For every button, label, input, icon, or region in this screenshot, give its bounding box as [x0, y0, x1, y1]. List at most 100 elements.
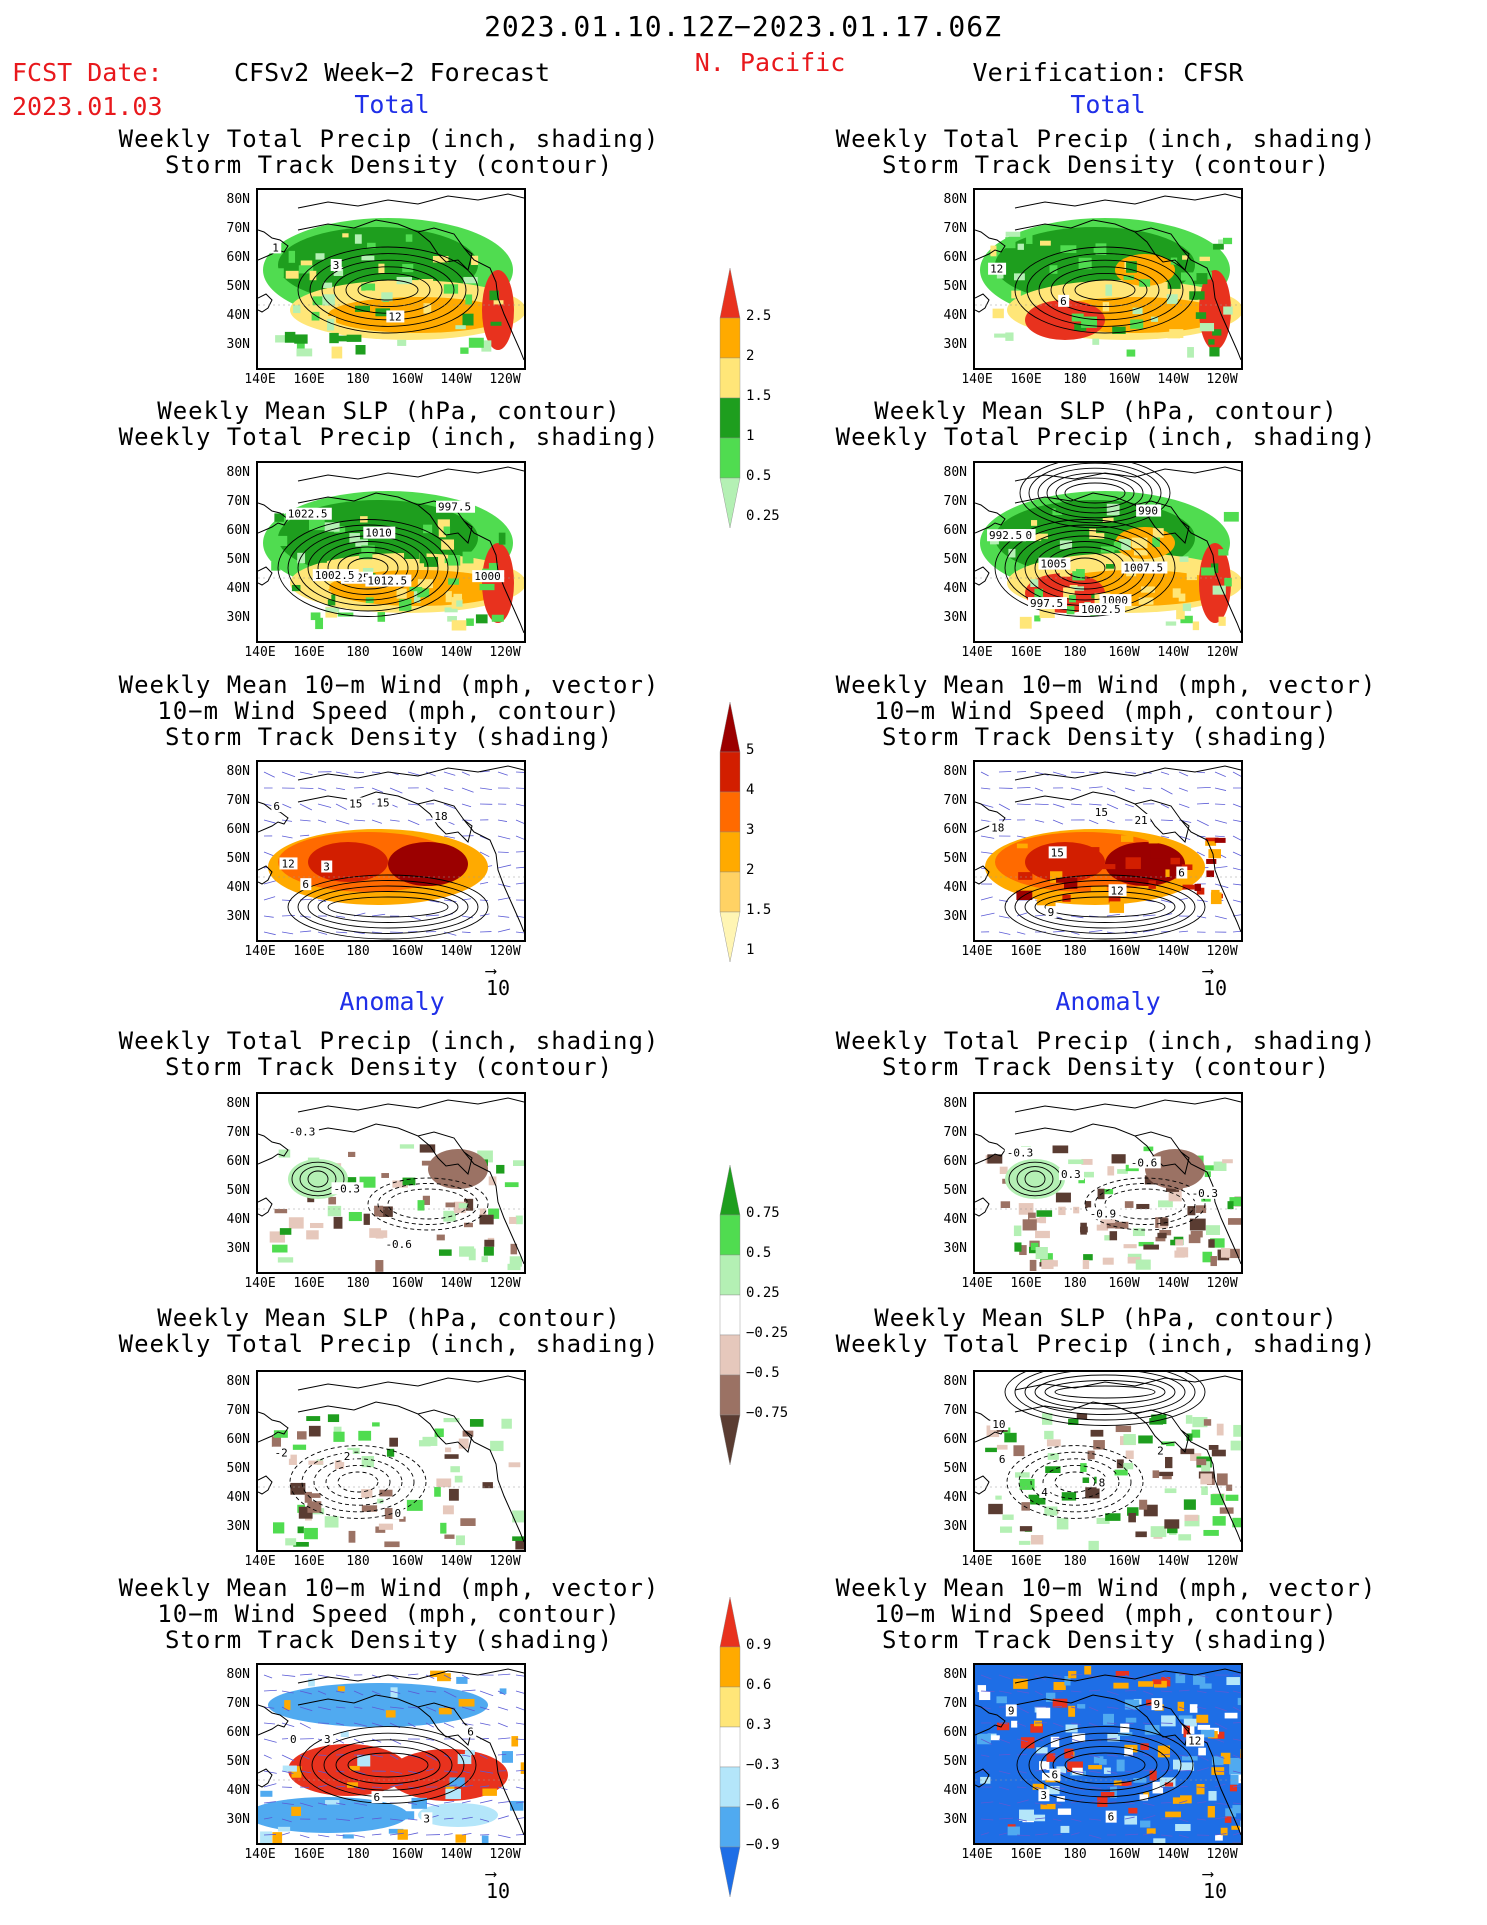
shading-cell: [1210, 1238, 1225, 1248]
wind-vector: [1070, 1722, 1081, 1725]
wind-vector: [317, 819, 327, 823]
wind-vector: [425, 771, 436, 777]
colorbar-swatch: [719, 1846, 741, 1898]
wind-vector: [353, 1690, 364, 1696]
shading-cell: [1224, 1712, 1238, 1719]
shading-cell: [1124, 1815, 1138, 1825]
wind-vector: [443, 787, 454, 791]
shading-cell: [292, 305, 301, 314]
wind-vector: [443, 1801, 455, 1804]
wind-vector: [281, 771, 296, 778]
wind-vector: [407, 1832, 419, 1836]
shading-cell: [367, 242, 376, 249]
shading-cell: [1229, 1757, 1241, 1767]
contour-label: 6: [1108, 1811, 1115, 1824]
wind-vector: [980, 1818, 994, 1821]
verification-total-wind-storm-track-title-line: Weekly Mean 10−m Wind (mph, vector): [835, 671, 1377, 699]
shading-cell: [1194, 883, 1201, 891]
wind-vector: [1214, 883, 1229, 889]
wind-vector: [335, 1818, 350, 1821]
coastline: [258, 1475, 273, 1495]
shading-cell: [1124, 1699, 1140, 1710]
contour-label-bg: [421, 1812, 433, 1825]
contour-label: 21: [1134, 814, 1147, 827]
shading-cell: [445, 1785, 455, 1790]
contour-line: [323, 1739, 453, 1791]
wind-vector: [407, 1786, 420, 1789]
shading-cell: [1190, 1453, 1202, 1461]
wind-vector: [317, 1834, 330, 1838]
shading-cell: [1015, 1472, 1030, 1478]
wind-vector: [299, 1690, 312, 1695]
shading-cell: [1168, 1190, 1182, 1202]
shading-cell: [1099, 1759, 1107, 1765]
shading-cell: [1176, 1247, 1189, 1258]
wind-vector: [479, 1754, 488, 1760]
shading-cell: [1152, 537, 1160, 547]
colorbar-label: 4: [746, 782, 755, 798]
wind-vector: [335, 931, 348, 934]
shading-cell: [423, 303, 432, 314]
shading-cell: [386, 1448, 395, 1457]
colorbar-swatch: [719, 1596, 741, 1648]
wind-vector: [1034, 1802, 1048, 1806]
shading-cell: [363, 1213, 370, 1225]
wind-vector: [1196, 819, 1209, 827]
shading-cell: [1124, 1201, 1134, 1208]
shading-cell: [996, 1722, 1010, 1731]
y-tick-label: 50N: [943, 279, 967, 294]
shading-cell: [1138, 1241, 1154, 1247]
coastline: [1134, 504, 1190, 544]
shading-cell: [1240, 1820, 1241, 1829]
wind-vector: [497, 1722, 508, 1728]
x-tick-label: 160W: [391, 1554, 423, 1569]
shading-cell: [1072, 1733, 1086, 1742]
wind-vector: [980, 803, 994, 808]
colorbar-swatch: [719, 1806, 741, 1848]
wind-vector: [1016, 1770, 1027, 1774]
wind-vector: [353, 1706, 363, 1709]
shading-cell: [1220, 1827, 1228, 1836]
shading-cell: [328, 297, 508, 333]
shading-cell: [423, 524, 433, 534]
shading-cell: [1125, 1450, 1134, 1459]
shading-cell: [1201, 1486, 1208, 1495]
y-tick-label: 40N: [226, 308, 250, 323]
wind-vector: [1142, 1690, 1154, 1696]
shading-cell: [1199, 323, 1215, 332]
colorbar-swatch: [719, 1766, 741, 1808]
shading-cell: [1138, 1681, 1154, 1687]
shading-cell: [1085, 1487, 1100, 1499]
shading-cell: [306, 1416, 321, 1422]
coastline: [417, 504, 473, 544]
colorbar-swatch: [719, 831, 741, 873]
forecast-anomaly-slp-precip-title-line: Weekly Total Precip (inch, shading): [118, 1330, 660, 1358]
shading-cell: [999, 1166, 1008, 1174]
shading-cell: [1088, 1540, 1099, 1550]
wind-vector: [443, 1754, 452, 1759]
shading-cell: [377, 1498, 384, 1504]
wind-vector: [353, 931, 365, 935]
contour-line: [287, 874, 489, 940]
y-tick-label: 60N: [226, 1432, 250, 1447]
shading-cell: [440, 1522, 447, 1534]
wind-vector: [353, 1816, 364, 1820]
contour-label-bg: [436, 500, 476, 513]
y-tick-label: 80N: [226, 1667, 250, 1682]
wind-vector: [1232, 1738, 1241, 1741]
y-tick-label: 60N: [943, 1154, 967, 1169]
contour-line: [1052, 1745, 1158, 1785]
contour-label-bg: [1004, 1146, 1037, 1159]
x-tick-label: 160E: [293, 944, 325, 959]
contour-line: [1028, 1732, 1182, 1798]
shading-cell: [1011, 290, 1021, 299]
contour-label: 12: [281, 857, 294, 870]
shading-cell: [1149, 1770, 1157, 1781]
shading-cell: [1105, 842, 1185, 886]
wind-vector: [497, 928, 511, 933]
shading-cell: [1107, 1166, 1115, 1176]
wind-vector: [263, 931, 276, 936]
region-title: N. Pacific: [694, 48, 846, 77]
wind-vector: [980, 771, 989, 777]
shading-cell: [355, 539, 368, 547]
